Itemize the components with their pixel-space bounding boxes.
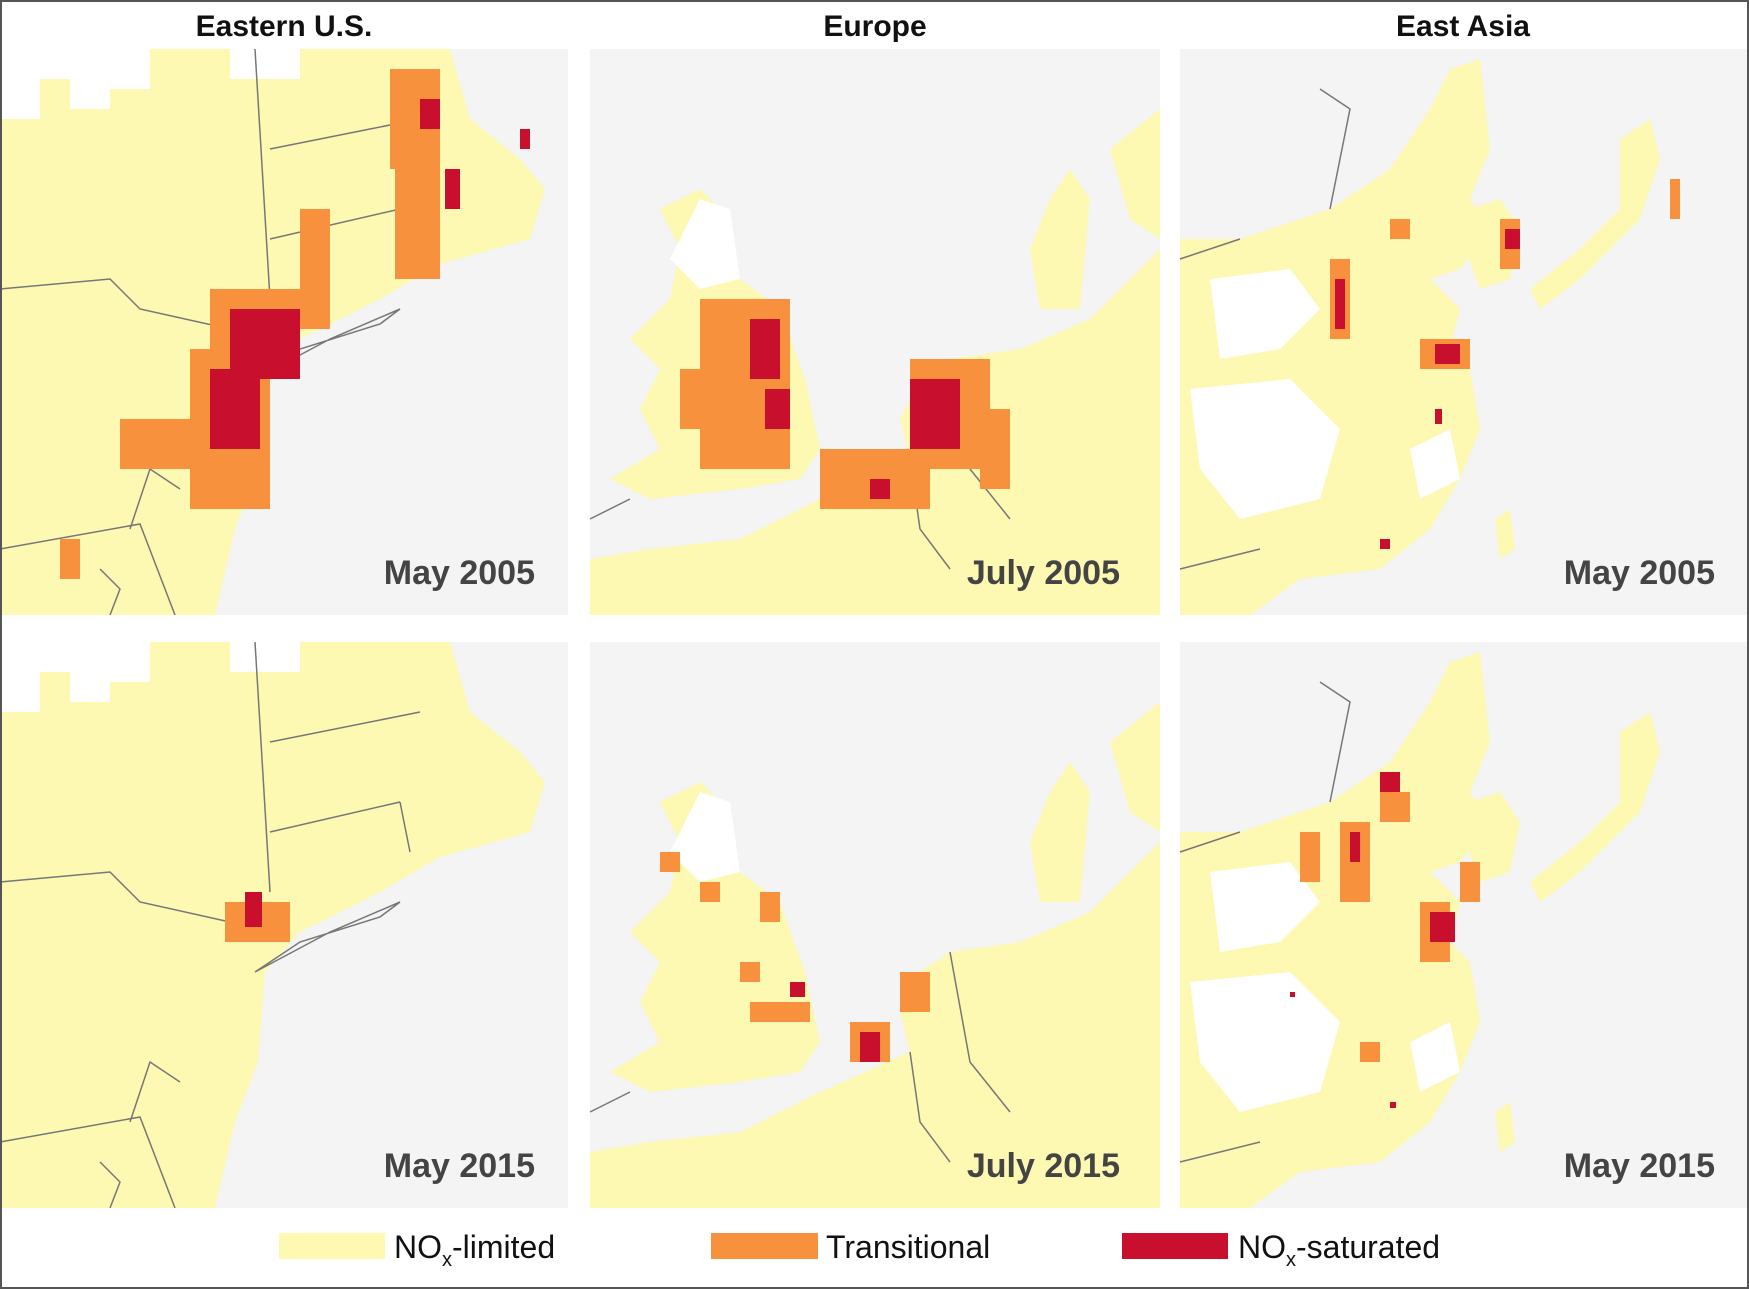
legend-label-subscript: x [1286, 1249, 1296, 1271]
legend-label: NOx-saturated [1238, 1229, 1440, 1271]
date-label: May 2015 [1564, 1147, 1715, 1185]
map-panel: May 2015 [1179, 641, 1749, 1209]
date-label: July 2005 [967, 554, 1120, 592]
legend-label-part: -saturated [1296, 1229, 1440, 1265]
column-title: East Asia [1396, 10, 1530, 43]
legend-swatch [279, 1233, 385, 1259]
map-panel: May 2005 [0, 48, 569, 616]
legend-label-part: NO [394, 1229, 442, 1265]
column-title: Europe [823, 10, 926, 43]
map-panel: July 2005 [589, 48, 1161, 616]
date-label: May 2005 [1564, 554, 1715, 592]
date-label: May 2015 [384, 1147, 535, 1185]
map-panel: July 2015 [589, 641, 1161, 1209]
column-titles: Eastern U.S. Europe East Asia [196, 10, 1531, 43]
legend-label-subscript: x [442, 1249, 452, 1271]
date-label: July 2015 [967, 1147, 1120, 1185]
legend-label: Transitional [826, 1229, 990, 1265]
legend-label: NOx-limited [394, 1229, 555, 1271]
map-panel: May 2015 [0, 641, 569, 1209]
legend-label-part: NO [1238, 1229, 1286, 1265]
column-title: Eastern U.S. [196, 10, 373, 43]
legend: NOx-limited Transitional NOx-saturated [279, 1229, 1440, 1271]
map-panel: May 2005 [1179, 48, 1749, 616]
legend-label-part: -limited [452, 1229, 555, 1265]
legend-swatch [1122, 1233, 1228, 1259]
legend-swatch [711, 1233, 818, 1259]
date-label: May 2005 [384, 554, 535, 592]
